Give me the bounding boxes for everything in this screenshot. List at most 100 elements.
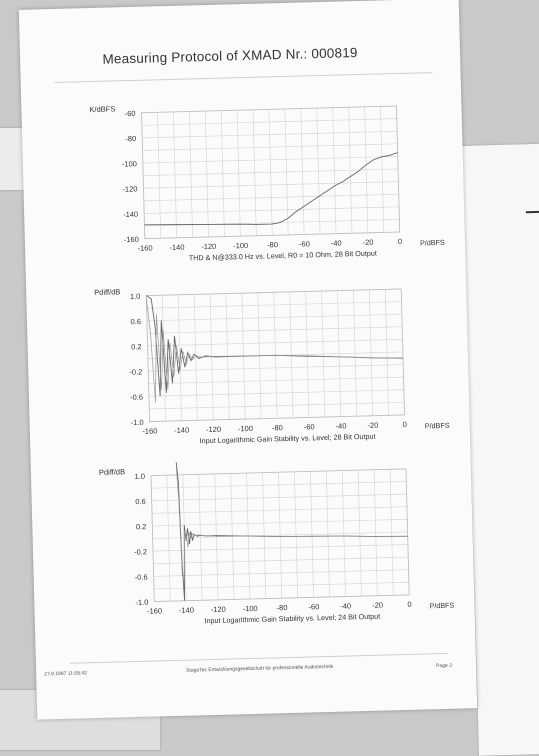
x-tick-label: -120 xyxy=(206,425,221,434)
y-tick-label: -0.6 xyxy=(130,393,143,402)
x-tick-label: -140 xyxy=(169,243,184,252)
gain-stability-24bit-chart: Pdiff/dB 1.0 0.6 0.2 -0.2 -0.6 -1.0 -160 -140 -12… xyxy=(31,453,476,644)
grid-line-horizontal xyxy=(144,206,400,214)
plot-frame xyxy=(145,288,405,423)
y-tick-label: -0.2 xyxy=(134,547,147,556)
x-tick-label: -60 xyxy=(308,602,319,611)
grid-line-horizontal xyxy=(143,181,399,189)
x-tick-label: -100 xyxy=(238,424,253,433)
grid-line-horizontal xyxy=(147,326,403,334)
x-tick-label: -160 xyxy=(142,426,157,435)
x-tick-label: 0 xyxy=(407,600,411,609)
x-tick-label: -120 xyxy=(211,605,226,614)
y-axis-label: Pdiff/dB xyxy=(99,467,125,477)
x-tick-label: -120 xyxy=(201,242,216,251)
x-tick-label: -20 xyxy=(367,421,378,430)
x-tick-label: -160 xyxy=(137,243,152,252)
chart-svg: Pdiff/dB 1.0 0.6 0.2 -0.2 -0.6 -1.0-160 -140 -12… xyxy=(99,462,455,626)
grid-line-horizontal xyxy=(153,569,409,577)
protocol-page: Measuring Protocol of XMAD Nr.: 000819 K… xyxy=(18,0,478,720)
grid-line-horizontal xyxy=(151,506,407,514)
x-tick-label: -60 xyxy=(304,422,315,431)
chart-caption: THD & N@333.0 Hz vs. Level, R0 = 10 Ohm,… xyxy=(189,249,377,263)
thd-level-chart: K/dBFS -60 -80 -100 -120 -140 -160 -160 -140 -120… xyxy=(21,90,466,281)
footer-page-number: Page 3 xyxy=(436,662,453,670)
y-tick-label: -80 xyxy=(125,134,136,143)
series-line xyxy=(144,152,398,226)
grid-lines xyxy=(150,468,410,602)
y-tick-label: 1.0 xyxy=(130,292,141,301)
page-title: Measuring Protocol of XMAD Nr.: 000819 xyxy=(102,45,358,67)
x-axis-unit: P/dBFS xyxy=(425,421,450,431)
grid-line-horizontal xyxy=(146,313,402,322)
footer-company: StageTec Entwicklungsgesellschaft für pr… xyxy=(186,663,334,674)
background-sheet-dash xyxy=(525,210,539,213)
y-tick-label: -60 xyxy=(125,109,136,118)
x-tick-label: -40 xyxy=(336,421,347,430)
x-tick-label: -80 xyxy=(276,603,287,612)
x-tick-label: 0 xyxy=(398,237,402,246)
x-tick-label: 0 xyxy=(403,420,407,429)
x-tick-label: -100 xyxy=(233,241,248,250)
grid-lines xyxy=(141,105,401,240)
grid-line-horizontal xyxy=(148,389,404,397)
y-tick-label: 1.0 xyxy=(134,472,145,481)
x-axis-unit: P/dBFS xyxy=(429,601,454,611)
plot-frame xyxy=(141,105,401,240)
grid-line-horizontal xyxy=(152,531,408,539)
grid-line-horizontal xyxy=(151,481,407,489)
grid-line-horizontal xyxy=(153,556,409,565)
footer-date: 27.8.1997 11:08:42 xyxy=(44,670,87,678)
grid-line-horizontal xyxy=(149,401,405,410)
chart-caption: Input Logarithmic Gain Stability vs. Lev… xyxy=(204,612,380,626)
grid-line-horizontal xyxy=(148,376,404,385)
y-tick-label: -160 xyxy=(124,235,139,244)
grid-line-horizontal xyxy=(152,518,408,527)
y-tick-label: 0.6 xyxy=(135,497,146,506)
y-tick-label: 0.2 xyxy=(131,342,142,351)
plot-frame xyxy=(150,468,410,602)
chart-caption: Input Logarithmic Gain Stability vs. Lev… xyxy=(200,432,376,446)
x-tick-label: -80 xyxy=(267,240,278,249)
y-tick-label: -100 xyxy=(122,159,137,168)
y-tick-label: -140 xyxy=(123,210,138,219)
x-tick-label: -100 xyxy=(243,604,258,613)
x-tick-label: -40 xyxy=(331,239,342,248)
chart-svg: K/dBFS -60 -80 -100 -120 -140 -160-160 -140 -120… xyxy=(89,104,445,263)
y-tick-label: -0.2 xyxy=(129,367,142,376)
series-line xyxy=(175,468,408,582)
x-axis-unit: P/dBFS xyxy=(420,238,445,248)
x-tick-label: -140 xyxy=(179,606,194,615)
grid-line-horizontal xyxy=(153,581,409,590)
y-tick-label: -1.0 xyxy=(135,598,148,607)
grid-line-horizontal xyxy=(143,193,399,202)
x-tick-label: -20 xyxy=(363,238,374,247)
x-tick-label: -140 xyxy=(174,426,189,435)
x-tick-label: -20 xyxy=(372,601,383,610)
y-tick-label: -120 xyxy=(122,184,137,193)
x-tick-label: -80 xyxy=(272,423,283,432)
chart-svg: Pdiff/dB 1.0 0.6 0.2 -0.2 -0.6 -1.0-160 -140 -12… xyxy=(94,287,450,446)
grid-line-horizontal xyxy=(151,493,407,502)
grid-line-horizontal xyxy=(141,118,397,126)
x-tick-label: -60 xyxy=(299,239,310,248)
series-line xyxy=(146,298,404,403)
footer-rule xyxy=(69,652,448,664)
grid-line-horizontal xyxy=(142,143,398,151)
grid-line-horizontal xyxy=(146,301,402,309)
grid-line-horizontal xyxy=(152,544,408,552)
grid-line-horizontal xyxy=(142,130,398,139)
y-axis-label: K/dBFS xyxy=(89,104,115,114)
y-tick-label: -1.0 xyxy=(131,418,144,427)
x-tick-label: -160 xyxy=(147,606,162,615)
y-axis-label: Pdiff/dB xyxy=(94,287,120,297)
grid-line-horizontal xyxy=(148,364,404,372)
y-tick-label: 0.2 xyxy=(136,522,147,531)
grid-line-horizontal xyxy=(143,168,399,177)
gain-stability-28bit-chart: Pdiff/dB 1.0 0.6 0.2 -0.2 -0.6 -1.0 -160 -140 -12… xyxy=(26,273,471,464)
y-tick-label: 0.6 xyxy=(130,317,141,326)
x-tick-label: -40 xyxy=(340,601,351,610)
header-rule xyxy=(54,72,433,83)
grid-line-horizontal xyxy=(147,338,403,347)
y-tick-label: -0.6 xyxy=(135,573,148,582)
